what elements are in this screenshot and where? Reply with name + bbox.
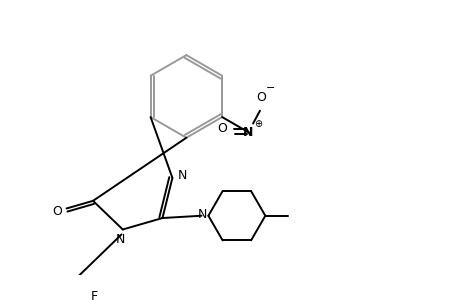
Text: ⊕: ⊕ [254, 119, 262, 129]
Text: N: N [115, 233, 125, 246]
Text: O: O [217, 122, 227, 135]
Text: N: N [177, 169, 186, 182]
Text: O: O [52, 205, 62, 218]
Text: N: N [198, 208, 207, 221]
Text: −: − [266, 83, 275, 93]
Text: O: O [255, 91, 265, 104]
Text: F: F [91, 290, 98, 300]
Text: N: N [243, 126, 253, 139]
